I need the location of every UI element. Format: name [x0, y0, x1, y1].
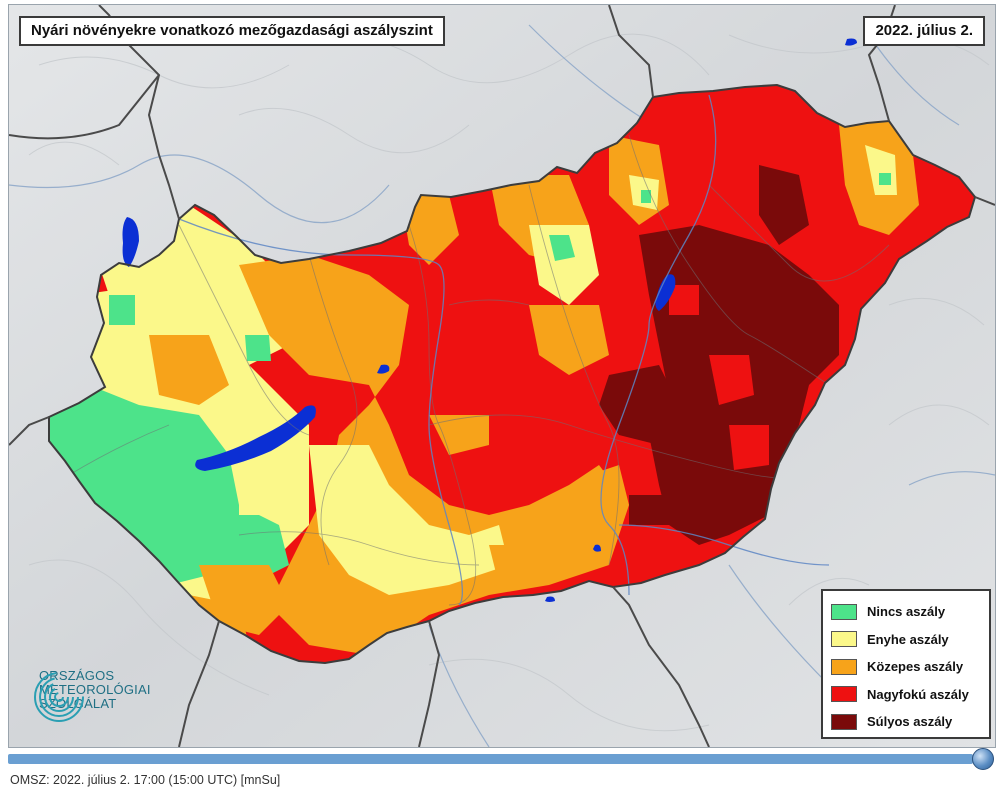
legend-label: Súlyos aszály [867, 714, 953, 730]
map-frame: Nyári növényekre vonatkozó mezőgazdasági… [8, 4, 996, 748]
legend-swatch [831, 603, 857, 620]
legend-swatch [831, 658, 857, 675]
legend-item-mild: Enyhe aszály [831, 626, 981, 654]
omsz-logo: ORSZÁGOS METEOROLÓGIAI SZOLGÁLAT [31, 669, 151, 722]
legend-swatch [831, 631, 857, 648]
lakes [122, 38, 857, 602]
hungary-border [48, 83, 977, 665]
logo-line-2: METEOROLÓGIAI [39, 682, 151, 697]
footer-caption: OMSZ: 2022. július 2. 17:00 (15:00 UTC) … [10, 773, 281, 787]
legend-label: Közepes aszály [867, 659, 964, 675]
legend-label: Enyhe aszály [867, 631, 949, 647]
legend-item-severe: Nagyfokú aszály [831, 681, 981, 709]
legend-item-moderate: Közepes aszály [831, 653, 981, 681]
slider-thumb-icon[interactable] [972, 748, 994, 770]
legend-swatch [831, 686, 857, 703]
legend: Nincs aszály Enyhe aszály Közepes aszály… [821, 589, 991, 739]
timeline-track[interactable] [8, 754, 973, 764]
timeline-slider[interactable] [8, 748, 994, 770]
legend-label: Nincs aszály [867, 604, 946, 620]
omsz-logo-icon [34, 672, 84, 722]
lake-tisza [655, 274, 676, 311]
legend-item-extreme: Súlyos aszály [831, 708, 981, 736]
lake-ferto [122, 217, 139, 267]
logo-line-1: ORSZÁGOS [39, 668, 115, 683]
county-borders [68, 134, 890, 606]
map-date: 2022. július 2. [863, 16, 985, 46]
omsz-logo-text: ORSZÁGOS METEOROLÓGIAI SZOLGÁLAT [39, 669, 151, 711]
map-title: Nyári növényekre vonatkozó mezőgazdasági… [19, 16, 445, 46]
legend-swatch [831, 713, 857, 730]
rivers [178, 94, 830, 606]
lake-balaton [195, 405, 316, 471]
legend-label: Nagyfokú aszály [867, 686, 969, 702]
legend-item-no-drought: Nincs aszály [831, 598, 981, 626]
lake-velence [377, 364, 390, 374]
